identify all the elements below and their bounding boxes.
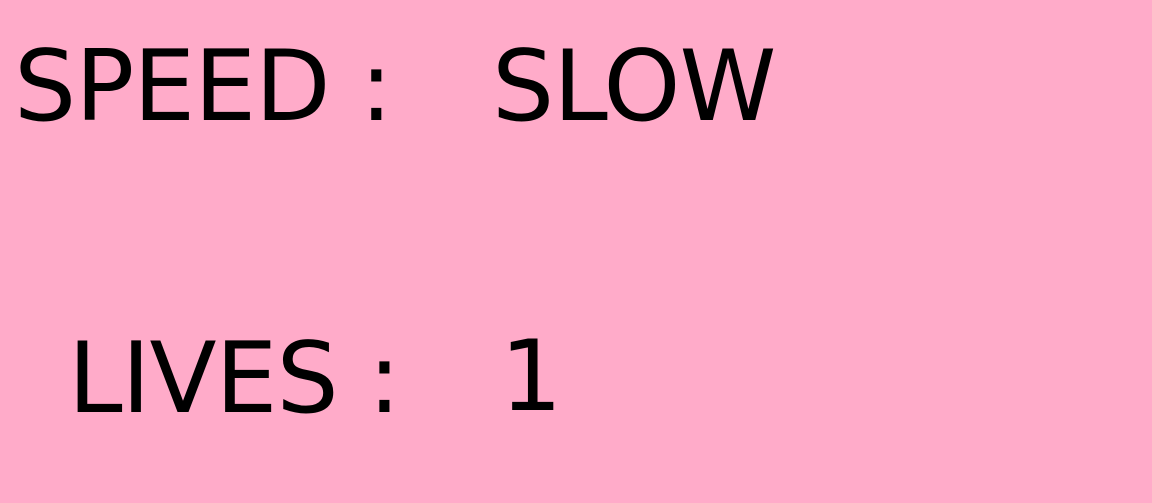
speed-value: SLOW: [492, 30, 776, 144]
lives-value: 1: [500, 320, 562, 434]
lives-label: LIVES :: [68, 322, 401, 436]
speed-label: SPEED :: [14, 30, 393, 144]
